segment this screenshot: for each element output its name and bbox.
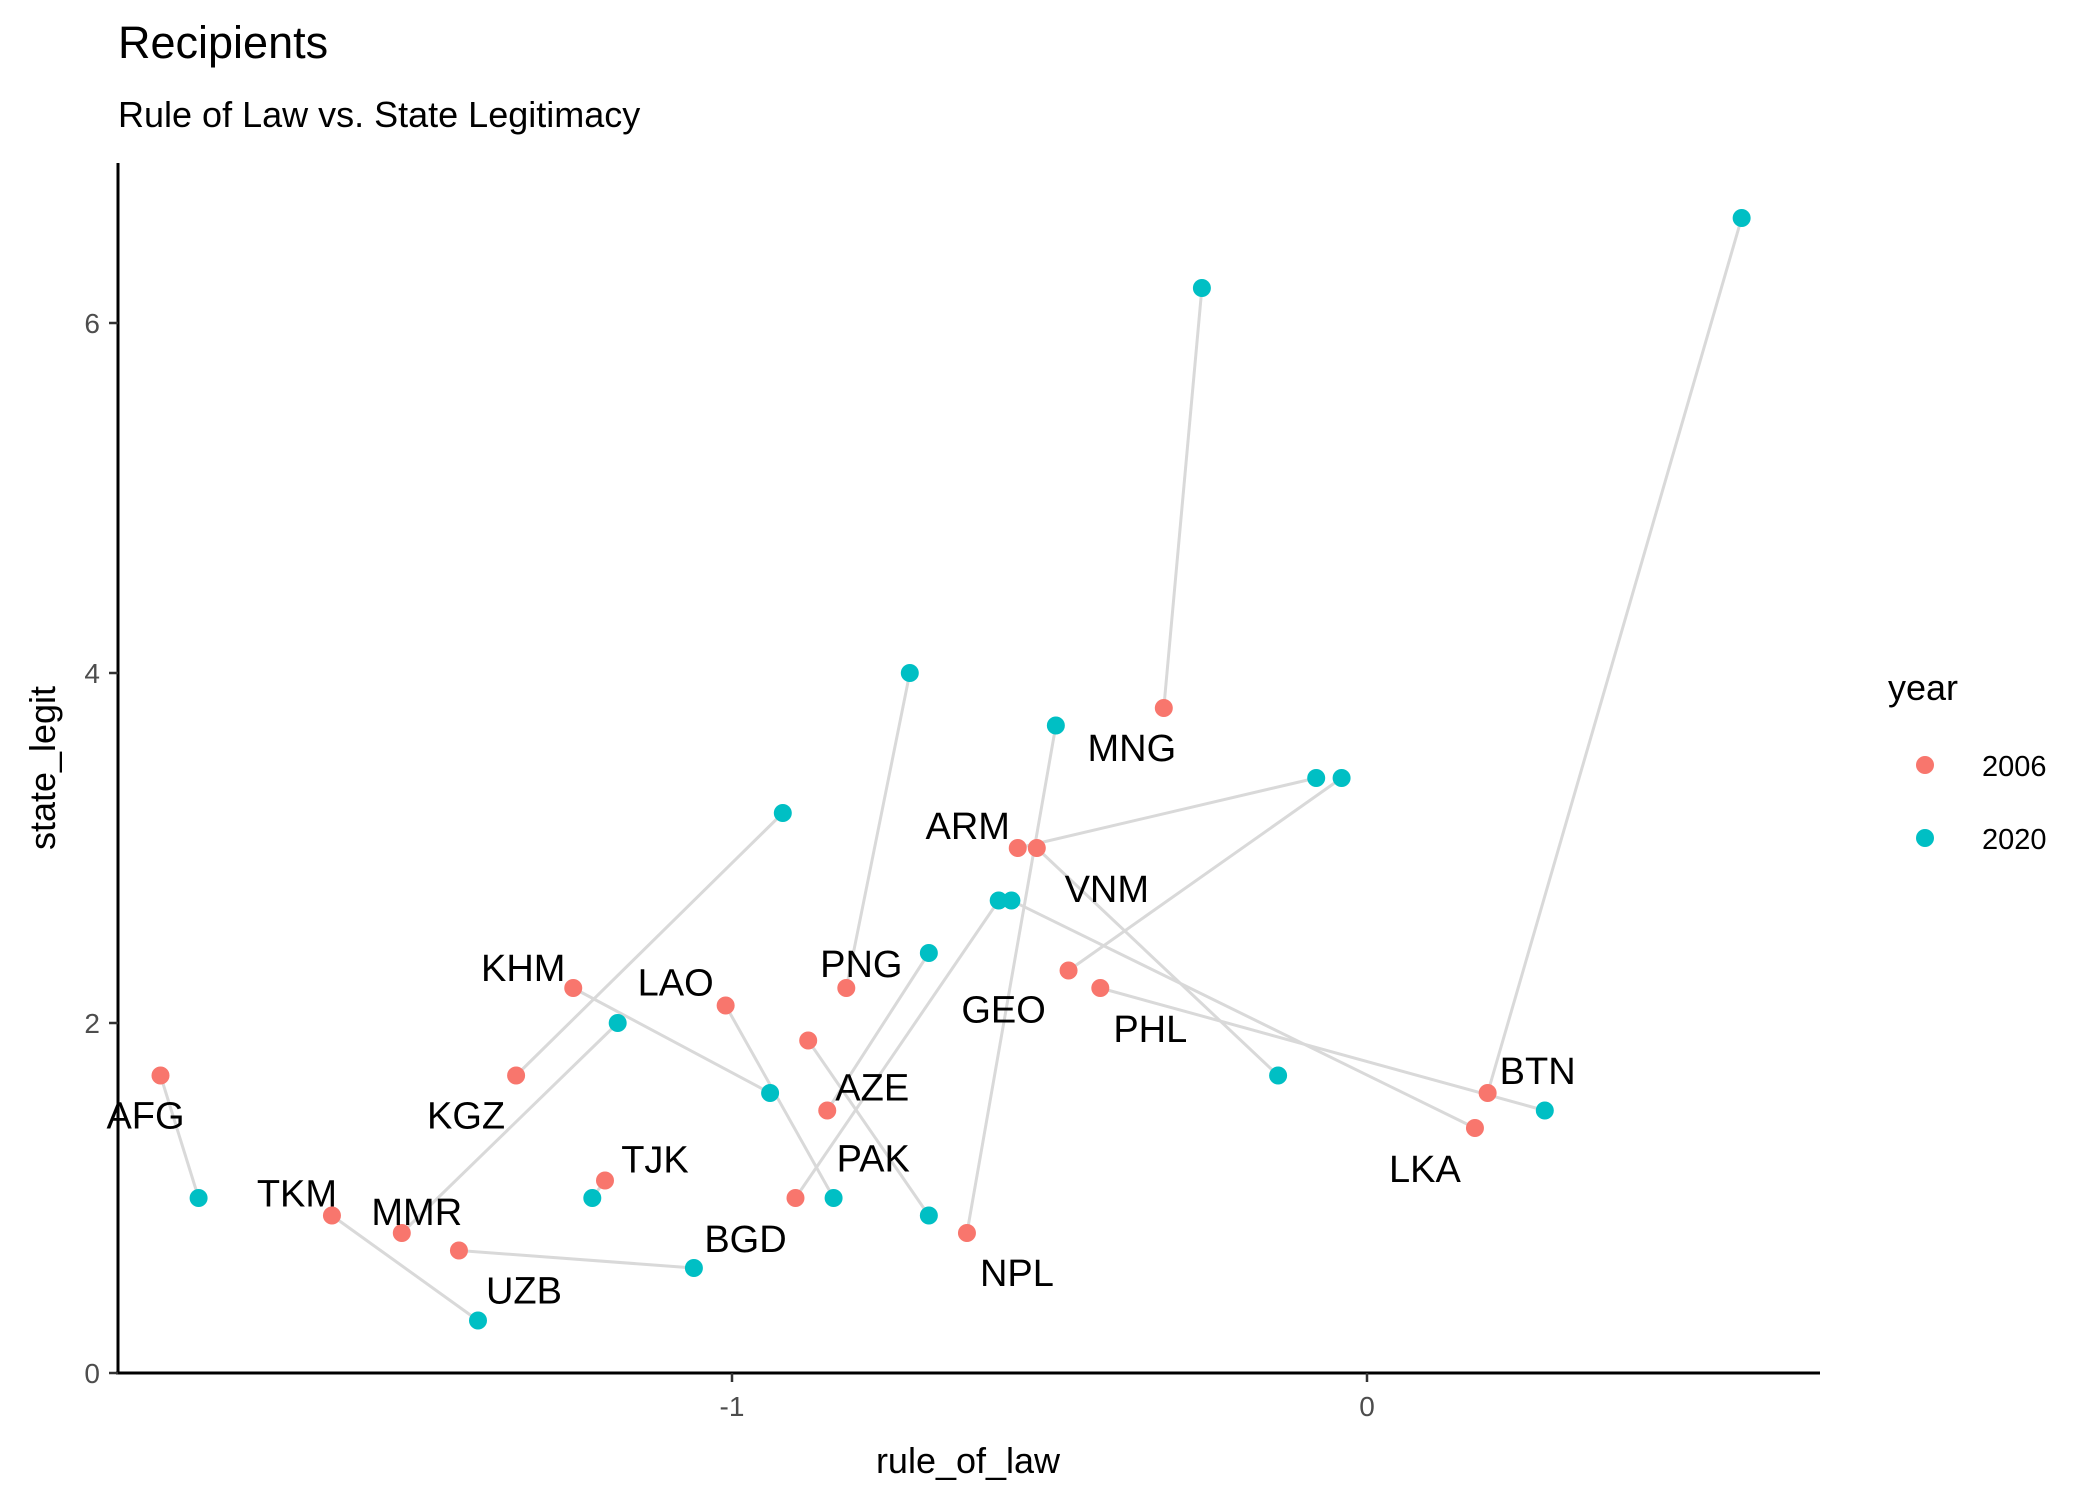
point-label-png: PNG xyxy=(820,944,902,986)
point-aze-2020 xyxy=(919,944,938,962)
point-mng-2006 xyxy=(1154,699,1173,717)
point-label-bgd: BGD xyxy=(704,1219,786,1261)
point-label-mmr: MMR xyxy=(371,1192,462,1234)
x-tick-label: -1 xyxy=(720,1391,745,1422)
point-lao-2006 xyxy=(716,996,735,1015)
point-vnm-2006 xyxy=(1027,839,1046,857)
point-png-2006 xyxy=(837,979,856,997)
connector-bgd xyxy=(794,899,1000,1199)
point-khm-2020 xyxy=(761,1084,780,1102)
point-btn-2020 xyxy=(1732,209,1751,227)
connector-png xyxy=(844,672,912,989)
point-label-khm: KHM xyxy=(481,948,565,990)
point-tjk-2020 xyxy=(583,1189,602,1207)
connector-kgz xyxy=(515,811,784,1077)
legend-key-2006 xyxy=(1916,756,1934,774)
point-label-lka: LKA xyxy=(1389,1149,1461,1191)
y-tick-label: 0 xyxy=(84,1358,100,1389)
connector-vnm xyxy=(1035,846,1280,1077)
y-tick-label: 2 xyxy=(84,1008,100,1039)
connector-afg xyxy=(159,1075,201,1199)
data-points xyxy=(151,209,1751,1330)
connector-lao xyxy=(724,1004,835,1199)
point-afg-2020 xyxy=(189,1189,208,1207)
axis-ticks: -1 0 0 2 4 6 xyxy=(84,308,1374,1422)
legend-key-2020 xyxy=(1916,829,1934,847)
point-uzb-2006 xyxy=(449,1241,468,1260)
connector-geo xyxy=(1067,776,1343,972)
point-arm-2020 xyxy=(1307,769,1326,787)
point-uzb-2020 xyxy=(684,1259,703,1277)
connector-lka xyxy=(1010,899,1476,1130)
connectors xyxy=(159,217,1744,1322)
point-kgz-2020 xyxy=(773,804,792,822)
point-phl-2006 xyxy=(1091,979,1110,997)
point-lao-2020 xyxy=(824,1189,843,1207)
point-bgd-2006 xyxy=(786,1189,805,1207)
legend-title: year xyxy=(1888,667,1958,708)
connector-tkm xyxy=(331,1214,479,1322)
point-npl-2020 xyxy=(1046,716,1065,735)
point-vnm-2020 xyxy=(1269,1066,1288,1085)
connector-arm xyxy=(1017,776,1317,850)
point-arm-2006 xyxy=(1008,839,1027,857)
point-tkm-2020 xyxy=(469,1311,487,1330)
point-aze-2006 xyxy=(818,1101,837,1120)
y-tick-label: 6 xyxy=(84,308,100,339)
point-tkm-2006 xyxy=(322,1206,341,1225)
point-geo-2006 xyxy=(1059,961,1078,980)
point-bgd-2020 xyxy=(989,891,1008,910)
point-npl-2006 xyxy=(957,1224,976,1242)
legend: year 2006 2020 xyxy=(1888,667,2047,856)
point-label-tkm: TKM xyxy=(257,1174,337,1216)
point-label-npl: NPL xyxy=(980,1253,1054,1295)
y-tick-label: 4 xyxy=(84,658,100,689)
point-geo-2020 xyxy=(1332,769,1351,787)
point-label-mng: MNG xyxy=(1087,728,1176,770)
point-label-aze: AZE xyxy=(835,1068,909,1110)
connector-btn xyxy=(1486,217,1744,1094)
point-label-phl: PHL xyxy=(1113,1009,1187,1051)
point-label-kgz: KGZ xyxy=(427,1096,505,1138)
x-tick-label: 0 xyxy=(1359,1391,1375,1422)
point-lka-2020 xyxy=(1002,891,1021,910)
chart-subtitle: Rule of Law vs. State Legitimacy xyxy=(118,94,640,135)
point-kgz-2006 xyxy=(507,1066,526,1085)
point-afg-2006 xyxy=(151,1066,170,1085)
connector-pak xyxy=(806,1039,931,1217)
connector-uzb xyxy=(458,1249,695,1270)
point-pak-2006 xyxy=(799,1031,818,1050)
connector-npl xyxy=(965,725,1058,1234)
point-lka-2006 xyxy=(1465,1119,1484,1137)
x-axis-title: rule_of_law xyxy=(876,1440,1061,1481)
point-tjk-2006 xyxy=(596,1171,614,1190)
point-pak-2020 xyxy=(919,1206,938,1225)
connector-phl xyxy=(1099,986,1546,1112)
chart-title: Recipients xyxy=(118,17,328,68)
point-mng-2020 xyxy=(1192,279,1211,297)
point-mmr-2020 xyxy=(608,1014,627,1032)
connector-aze xyxy=(825,952,931,1112)
point-label-btn: BTN xyxy=(1500,1051,1576,1093)
point-label-arm: ARM xyxy=(926,806,1010,848)
point-label-geo: GEO xyxy=(961,990,1045,1032)
point-label-uzb: UZB xyxy=(486,1271,562,1313)
point-mmr-2006 xyxy=(392,1224,411,1242)
point-khm-2006 xyxy=(564,979,583,997)
connector-khm xyxy=(572,986,771,1095)
legend-label-2020: 2020 xyxy=(1982,824,2047,856)
point-label-pak: PAK xyxy=(837,1139,910,1181)
point-label-lao: LAO xyxy=(638,963,714,1005)
point-btn-2006 xyxy=(1478,1084,1497,1102)
point-label-vnm: VNM xyxy=(1065,869,1149,911)
point-label-tjk: TJK xyxy=(621,1140,689,1182)
legend-label-2006: 2006 xyxy=(1982,751,2047,783)
connector-mng xyxy=(1162,287,1204,709)
point-png-2020 xyxy=(900,664,919,682)
y-axis-title: state_legit xyxy=(22,686,63,850)
point-phl-2020 xyxy=(1535,1101,1554,1120)
connector-mmr xyxy=(400,1021,619,1235)
